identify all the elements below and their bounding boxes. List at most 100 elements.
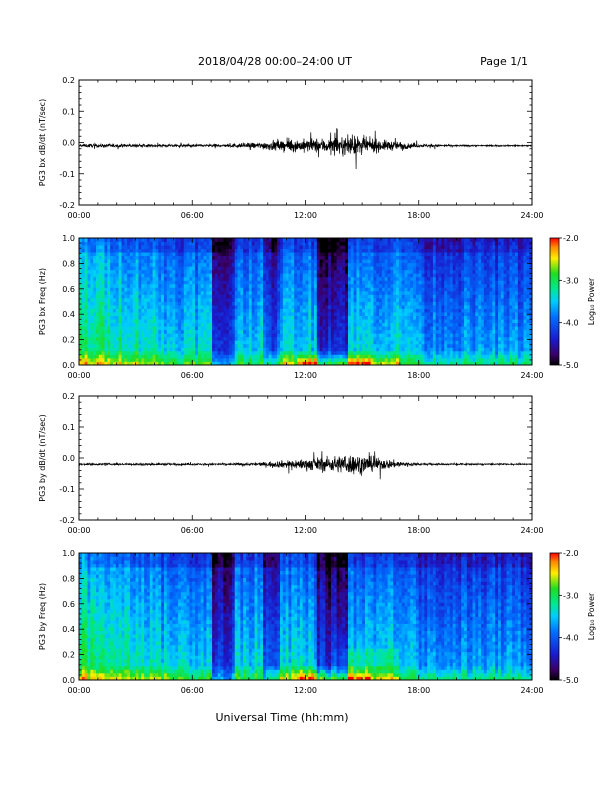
spectrogram-cell — [418, 276, 422, 281]
spectrogram-cell — [87, 297, 91, 302]
spectrogram-cell — [430, 319, 434, 324]
spectrogram-cell — [398, 347, 403, 352]
spectrogram-cell — [271, 305, 275, 309]
spectrogram-cell — [387, 259, 391, 264]
spectrogram-cell — [288, 262, 292, 267]
spectrogram-cell — [118, 262, 122, 267]
spectrogram-cell — [110, 241, 114, 246]
spectrogram-cell — [313, 319, 318, 324]
spectrogram-cell — [353, 312, 357, 317]
spectrogram-cell — [175, 350, 179, 355]
spectrogram-cell — [226, 269, 230, 274]
spectrogram-cell — [430, 255, 434, 260]
spectrogram-cell — [217, 290, 221, 295]
spectrogram-cell — [458, 329, 462, 334]
spectrogram-cell — [257, 294, 261, 299]
spectrogram-cell — [379, 248, 383, 253]
spectrogram-cell — [95, 340, 100, 345]
spectrogram-cell — [359, 350, 363, 355]
spectrogram-cell — [427, 248, 431, 253]
spectrogram-cell — [461, 326, 465, 331]
spectrogram-cell — [342, 350, 346, 355]
spectrogram-cell — [345, 350, 349, 355]
spectrogram-cell — [158, 294, 162, 299]
spectrogram-cell — [231, 255, 236, 260]
spectrogram-cell — [257, 269, 261, 274]
spectrogram-cell — [410, 262, 414, 267]
spectrogram-cell — [141, 273, 145, 278]
spectrogram-cell — [240, 340, 244, 345]
spectrogram-cell — [158, 297, 162, 302]
spectrogram-cell — [189, 238, 193, 242]
spectrogram-cell — [121, 312, 125, 317]
spectrogram-cell — [257, 255, 261, 260]
spectrogram-cell — [169, 312, 173, 317]
spectrogram-cell — [212, 245, 216, 249]
spectrogram-cell — [396, 301, 400, 306]
spectrogram-cell — [87, 350, 91, 355]
spectrogram-cell — [359, 290, 363, 295]
spectrogram-cell — [158, 245, 162, 249]
spectrogram-cell — [359, 266, 363, 271]
spectrogram-cell — [430, 283, 434, 288]
spectrogram-cell — [398, 354, 403, 359]
spectrogram-cell — [243, 273, 247, 278]
spectrogram-cell — [396, 326, 400, 331]
spectrogram-cell — [226, 329, 230, 334]
spectrogram-cell — [155, 343, 159, 348]
spectrogram-cell — [353, 305, 357, 309]
spectrogram-cell — [401, 290, 405, 295]
spectrogram-cell — [141, 255, 145, 260]
spectrogram-cell — [418, 245, 422, 249]
spectrogram-cell — [325, 269, 329, 274]
spectrogram-cell — [107, 347, 111, 352]
spectrogram-cell — [452, 266, 456, 271]
spectrogram-cell — [390, 283, 394, 288]
spectrogram-cell — [347, 238, 352, 242]
spectrogram-cell — [161, 294, 165, 299]
spectrogram-cell — [146, 287, 151, 292]
spectrogram-cell — [347, 357, 352, 362]
spectrogram-cell — [189, 294, 193, 299]
spectrogram-cell — [84, 276, 88, 281]
spectrogram-cell — [129, 301, 134, 306]
spectrogram-cell — [285, 294, 289, 299]
spectrogram-cell — [237, 357, 241, 362]
spectrogram-cell — [311, 354, 315, 359]
spectrogram-cell — [381, 280, 386, 285]
spectrogram-cell — [138, 273, 142, 278]
spectrogram-cell — [410, 294, 414, 299]
spectrogram-cell — [353, 329, 357, 334]
spectrogram-cell — [166, 290, 170, 295]
spectrogram-cell — [104, 350, 108, 355]
spectrogram-cell — [124, 238, 128, 242]
spectrogram-cell — [302, 252, 306, 257]
spectrogram-cell — [98, 294, 103, 299]
spectrogram-cell — [87, 262, 91, 267]
spectrogram-cell — [455, 322, 459, 327]
spectrogram-cell — [444, 259, 448, 264]
spectrogram-cell — [336, 248, 340, 253]
spectrogram-cell — [243, 290, 247, 295]
spectrogram-cell — [214, 290, 219, 295]
spectrogram-cell — [330, 305, 335, 309]
spectrogram-cell — [155, 340, 159, 345]
spectrogram-cell — [430, 280, 434, 285]
spectrogram-cell — [322, 283, 326, 288]
spectrogram-cell — [231, 301, 236, 306]
spectrogram-cell — [212, 297, 216, 302]
spectrogram-cell — [396, 308, 400, 313]
spectrogram-cell — [316, 273, 321, 278]
spectrogram-cell — [424, 280, 428, 285]
spectrogram-cell — [373, 315, 377, 320]
spectrogram-cell — [132, 297, 137, 302]
spectrogram-cell — [455, 245, 459, 249]
spectrogram-cell — [444, 297, 448, 302]
spectrogram-cell — [104, 305, 108, 309]
spectrogram-cell — [84, 290, 88, 295]
spectrogram-cell — [146, 273, 151, 278]
spectrogram-cell — [141, 333, 145, 338]
spectrogram-cell — [124, 308, 128, 313]
spectrogram-cell — [274, 350, 278, 355]
spectrogram-cell — [336, 280, 340, 285]
